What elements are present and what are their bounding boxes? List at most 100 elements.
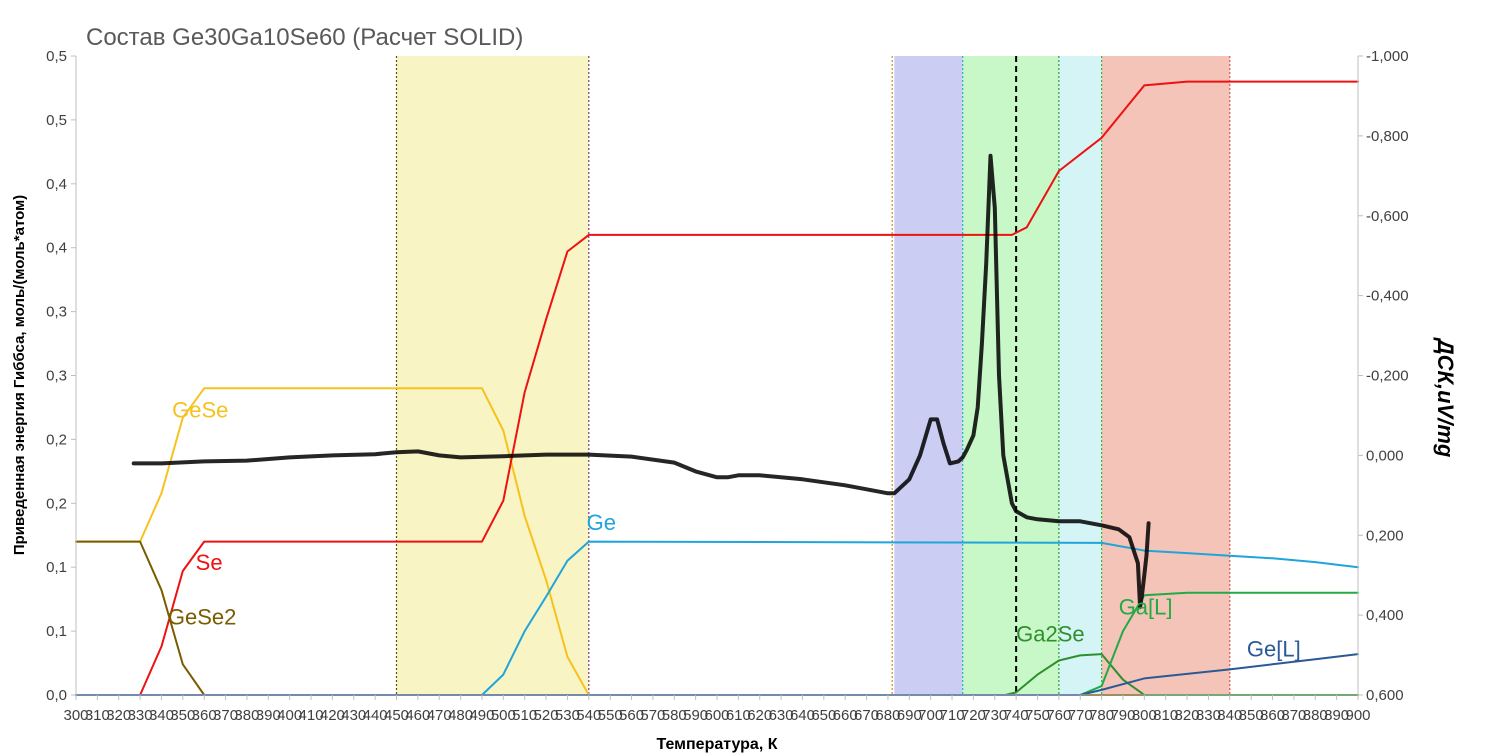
series-line-1 (75, 80, 1359, 696)
y-right-tick-label-8: -1,000 (1366, 48, 1409, 65)
y-left-tick-label-7: 0,4 (46, 240, 67, 257)
x-tick-label-56: 860 (1260, 707, 1285, 724)
x-tick-label-22: 520 (534, 707, 559, 724)
x-tick-label-43: 730 (982, 707, 1007, 724)
x-tick-label-36: 660 (833, 707, 858, 724)
x-tick-label-40: 700 (918, 707, 943, 724)
x-tick-label-35: 650 (811, 707, 836, 724)
x-tick-label-17: 470 (427, 707, 452, 724)
x-tick-label-58: 880 (1303, 707, 1328, 724)
x-tick-label-14: 440 (363, 707, 388, 724)
y-left-tick-label-1: 0,1 (46, 623, 67, 640)
series-label-4: Ga2Se (1016, 621, 1084, 646)
x-tick-label-27: 570 (640, 707, 665, 724)
x-tick-label-44: 740 (1004, 707, 1029, 724)
x-tick-label-42: 720 (961, 707, 986, 724)
x-tick-label-20: 500 (491, 707, 516, 724)
x-tick-label-7: 370 (213, 707, 238, 724)
x-tick-label-59: 890 (1324, 707, 1349, 724)
x-tick-label-1: 310 (85, 707, 110, 724)
x-tick-label-25: 550 (598, 707, 623, 724)
series-line-0 (75, 387, 1359, 696)
x-tick-label-37: 670 (854, 707, 879, 724)
x-tick-label-8: 380 (234, 707, 259, 724)
y-axis-right-title: ДСК,uV/mg (1433, 337, 1458, 458)
x-tick-label-50: 800 (1132, 707, 1157, 724)
x-tick-label-6: 360 (192, 707, 217, 724)
shaded-region-3 (1058, 56, 1102, 695)
y-right-tick-label-4: -0,200 (1366, 368, 1409, 385)
x-tick-label-57: 870 (1281, 707, 1306, 724)
series-line-6 (75, 653, 1359, 696)
y-axis-left-title: Приведенная энергия Гиббса, моль/(моль*а… (11, 195, 28, 555)
x-tick-label-19: 490 (469, 707, 494, 724)
x-tick-label-26: 560 (619, 707, 644, 724)
series-label-2: GeSe2 (168, 605, 237, 630)
x-tick-label-4: 340 (149, 707, 174, 724)
x-tick-label-9: 390 (256, 707, 281, 724)
x-tick-label-54: 840 (1217, 707, 1242, 724)
x-tick-label-53: 830 (1196, 707, 1221, 724)
shaded-region-1 (894, 56, 963, 695)
series-label-1: Se (196, 550, 223, 575)
x-tick-label-45: 750 (1025, 707, 1050, 724)
x-tick-label-24: 540 (576, 707, 601, 724)
y-right-tick-label-1: 0,400 (1366, 607, 1404, 624)
x-tick-label-34: 640 (790, 707, 815, 724)
y-left-tick-label-9: 0,5 (46, 112, 67, 129)
x-tick-label-52: 820 (1175, 707, 1200, 724)
x-tick-label-41: 710 (940, 707, 965, 724)
series-label-3: Ge (587, 510, 616, 535)
y-right-tick-label-6: -0,600 (1366, 208, 1409, 225)
x-tick-label-60: 900 (1345, 707, 1370, 724)
series-line-4 (75, 653, 1359, 696)
x-tick-label-10: 400 (277, 707, 302, 724)
y-right-tick-label-3: 0,000 (1366, 447, 1404, 464)
series-line-3 (75, 540, 1359, 696)
x-tick-label-33: 630 (769, 707, 794, 724)
x-tick-label-21: 510 (512, 707, 537, 724)
chart-title: Состав Ge30Ga10Se60 (Расчет SOLID) (86, 24, 523, 51)
x-tick-label-5: 350 (170, 707, 195, 724)
series-line-7 (131, 153, 1151, 610)
y-left-tick-label-2: 0,1 (46, 559, 67, 576)
shaded-regions (396, 56, 1230, 695)
y-left-tick-label-0: 0,0 (46, 687, 67, 704)
x-tick-label-46: 760 (1046, 707, 1071, 724)
x-tick-label-51: 810 (1153, 707, 1178, 724)
x-tick-label-0: 300 (63, 707, 88, 724)
y-right-tick-label-7: -0,800 (1366, 128, 1409, 145)
y-left-tick-label-10: 0,5 (46, 48, 67, 65)
shaded-region-2 (962, 56, 1059, 695)
x-tick-label-55: 850 (1239, 707, 1264, 724)
x-tick-label-49: 790 (1110, 707, 1135, 724)
x-tick-label-30: 600 (704, 707, 729, 724)
x-tick-label-23: 530 (555, 707, 580, 724)
x-tick-label-47: 770 (1068, 707, 1093, 724)
y-right-tick-label-0: 0,600 (1366, 687, 1404, 704)
x-tick-label-11: 410 (299, 707, 324, 724)
x-tick-label-12: 420 (320, 707, 345, 724)
y-left-tick-label-6: 0,3 (46, 304, 67, 321)
x-tick-label-48: 780 (1089, 707, 1114, 724)
x-tick-label-2: 320 (106, 707, 131, 724)
shaded-region-4 (1101, 56, 1230, 695)
x-tick-label-31: 610 (726, 707, 751, 724)
y-left-tick-label-8: 0,4 (46, 176, 67, 193)
x-tick-label-39: 690 (897, 707, 922, 724)
x-tick-label-18: 480 (448, 707, 473, 724)
x-axis-title: Температура, К (657, 736, 778, 753)
x-tick-label-29: 590 (683, 707, 708, 724)
series-label-6: Ge[L] (1247, 637, 1301, 662)
y-left-tick-label-5: 0,3 (46, 368, 67, 385)
x-tick-label-16: 460 (405, 707, 430, 724)
series-label-5: Ga[L] (1119, 594, 1173, 619)
series-label-0: GeSe (172, 398, 228, 423)
y-left-tick-label-3: 0,2 (46, 495, 67, 512)
series-labels: GeSe Se GeSe2 Ge Ga2Se Ga[L] Ge[L] (168, 398, 1301, 662)
x-tick-label-38: 680 (875, 707, 900, 724)
x-tick-label-3: 330 (128, 707, 153, 724)
